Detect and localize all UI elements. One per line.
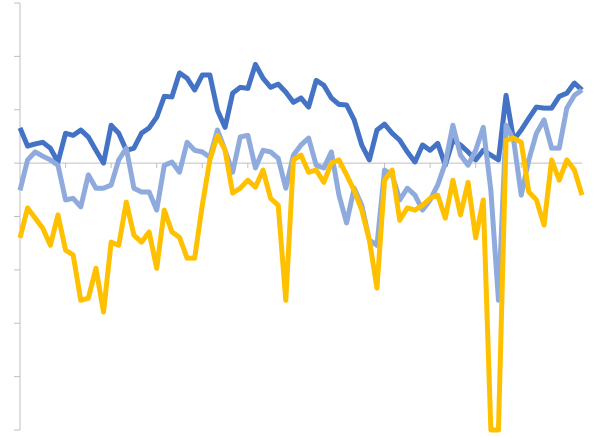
series-line xyxy=(17,61,584,168)
series-line xyxy=(17,87,584,303)
series-line xyxy=(17,132,585,433)
